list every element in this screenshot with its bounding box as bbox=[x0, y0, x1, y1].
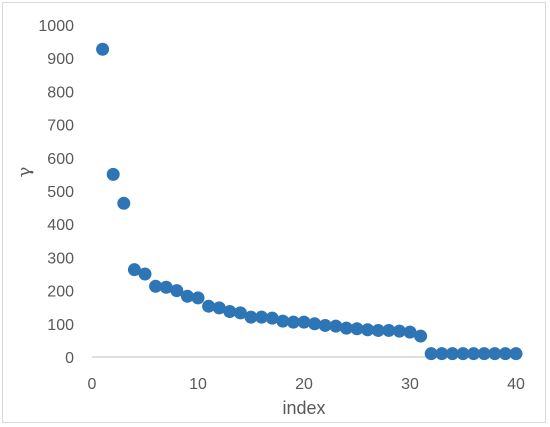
data-point bbox=[276, 314, 290, 328]
x-tick-label: 30 bbox=[401, 376, 419, 393]
data-point bbox=[244, 310, 258, 324]
data-point bbox=[308, 317, 322, 331]
data-point bbox=[297, 315, 311, 329]
data-point bbox=[149, 279, 163, 293]
data-point bbox=[127, 263, 141, 277]
data-point bbox=[509, 347, 523, 361]
y-axis-title: γ bbox=[14, 167, 35, 178]
data-point bbox=[233, 306, 247, 320]
data-point bbox=[265, 311, 279, 325]
x-tick-labels: 0 10 20 30 40 bbox=[88, 376, 525, 393]
data-point bbox=[371, 323, 385, 337]
data-point bbox=[318, 318, 332, 332]
y-tick-label: 300 bbox=[47, 250, 74, 267]
data-point bbox=[255, 310, 269, 324]
y-tick-label: 700 bbox=[47, 118, 74, 135]
data-point bbox=[361, 323, 375, 337]
data-point bbox=[403, 325, 417, 339]
data-point bbox=[435, 347, 449, 361]
x-axis-title: index bbox=[282, 398, 325, 418]
data-point bbox=[159, 280, 173, 294]
y-tick-label: 500 bbox=[47, 184, 74, 201]
x-tick-label: 0 bbox=[88, 376, 97, 393]
data-point bbox=[117, 196, 131, 210]
x-tick-label: 40 bbox=[507, 376, 525, 393]
data-point bbox=[414, 329, 428, 343]
data-point bbox=[329, 319, 343, 333]
data-point bbox=[350, 322, 364, 336]
data-point bbox=[382, 323, 396, 337]
y-tick-label: 100 bbox=[47, 317, 74, 334]
data-point bbox=[180, 289, 194, 303]
data-points bbox=[96, 42, 523, 361]
data-point bbox=[223, 305, 237, 319]
data-point bbox=[286, 315, 300, 329]
y-tick-label: 800 bbox=[47, 84, 74, 101]
y-tick-labels: 0 100 200 300 400 500 600 700 800 900 1000 bbox=[38, 18, 74, 367]
data-point bbox=[202, 299, 216, 313]
x-tick-label: 20 bbox=[295, 376, 313, 393]
data-point bbox=[212, 301, 226, 315]
y-tick-label: 900 bbox=[47, 51, 74, 68]
data-point bbox=[488, 347, 502, 361]
data-point bbox=[96, 42, 110, 56]
data-point bbox=[106, 167, 120, 181]
y-tick-label: 200 bbox=[47, 284, 74, 301]
data-point bbox=[456, 347, 470, 361]
data-point bbox=[170, 284, 184, 298]
y-tick-label: 1000 bbox=[38, 18, 74, 35]
y-tick-label: 600 bbox=[47, 151, 74, 168]
data-point bbox=[498, 347, 512, 361]
y-tick-label: 0 bbox=[65, 350, 74, 367]
data-point bbox=[191, 291, 205, 305]
data-point bbox=[339, 321, 353, 335]
data-point bbox=[392, 324, 406, 338]
data-point bbox=[477, 347, 491, 361]
data-point bbox=[467, 347, 481, 361]
data-point bbox=[138, 267, 152, 281]
y-tick-label: 400 bbox=[47, 217, 74, 234]
x-tick-label: 10 bbox=[189, 376, 207, 393]
data-point bbox=[424, 347, 438, 361]
data-point bbox=[445, 347, 459, 361]
